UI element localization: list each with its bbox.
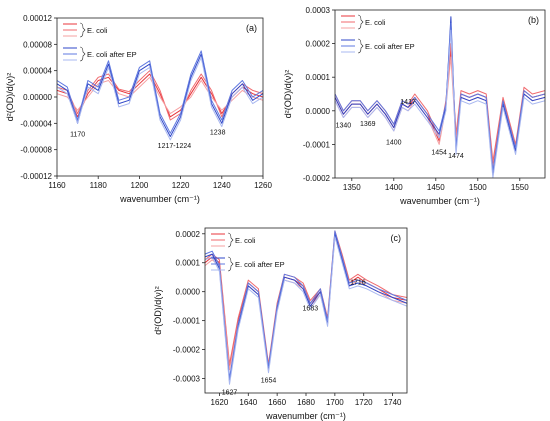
legend-brace [227, 232, 234, 248]
legend-label: E. coli [235, 236, 256, 245]
y-tick-label: 0.0002 [306, 40, 331, 49]
peak-annotation: 1716 [350, 279, 366, 286]
y-tick-label: -0.00008 [20, 146, 52, 155]
series-line-5 [57, 50, 263, 134]
chart-panel-2: 1350 1400 1450 1500 1550 -0.0002 -0.0001 0.0000… [283, 6, 546, 206]
legend-brace [79, 22, 86, 38]
x-tick-label: 1640 [239, 398, 257, 407]
y-tick-label: -0.0003 [173, 375, 201, 384]
peak-annotation: 1340 [336, 123, 352, 130]
series-line-5 [205, 230, 407, 379]
x-tick-label: 1220 [172, 181, 190, 190]
y-tick-label: 0.0000 [306, 107, 331, 116]
peak-annotation: 1400 [386, 139, 402, 146]
panel-label: (c) [391, 233, 402, 243]
x-axis-label: wavenumber (cm⁻¹) [399, 196, 480, 206]
x-tick-label: 1180 [90, 181, 108, 190]
x-tick-label: 1620 [211, 398, 229, 407]
chart-panel-1: 1160 1180 1200 1220 1240 1260 -0.00012 -0.00008… [5, 14, 272, 204]
x-axis-label: wavenumber (cm⁻¹) [265, 411, 346, 421]
series-line-6 [57, 57, 263, 141]
legend-label: E. coli [365, 18, 386, 27]
panel-label: (a) [246, 23, 257, 33]
chart-panel-3: 1620 1640 1660 1680 1700 1720 1740 -0.0003 -0.00… [153, 227, 408, 421]
y-axis-label: d²(OD)/d(ν)² [283, 70, 293, 119]
legend-brace [227, 256, 234, 272]
series-line-6 [335, 29, 545, 178]
y-tick-label: 0.00012 [23, 14, 52, 23]
legend: E. coli E. coli after EP [341, 14, 415, 54]
x-tick-label: 1680 [297, 398, 315, 407]
y-axis-label: d²(OD)/d(ν)² [153, 286, 163, 335]
x-tick-label: 1260 [254, 181, 272, 190]
peak-annotation: 1417 [400, 99, 416, 106]
x-tick-label: 1550 [511, 183, 529, 192]
x-tick-label: 1740 [384, 398, 402, 407]
y-tick-label: 0.0001 [306, 73, 331, 82]
x-tick-label: 1400 [385, 183, 403, 192]
x-tick-label: 1160 [48, 181, 66, 190]
peak-annotation: 1238 [210, 130, 226, 137]
x-axis-label: wavenumber (cm⁻¹) [119, 194, 200, 204]
y-tick-label: 0.00000 [23, 93, 52, 102]
series-line-2 [205, 230, 407, 365]
legend-brace [357, 14, 364, 30]
series-line-4 [57, 53, 263, 137]
peak-annotation: 1627 [222, 389, 238, 396]
y-tick-label: -0.0002 [173, 346, 201, 355]
y-tick-label: 0.00008 [23, 40, 52, 49]
x-tick-label: 1240 [213, 181, 231, 190]
series-line-3 [57, 76, 263, 114]
y-tick-label: 0.0000 [176, 288, 201, 297]
series-line-5 [335, 22, 545, 172]
series-group [205, 230, 407, 385]
y-tick-label: -0.0001 [173, 317, 201, 326]
series-line-6 [205, 236, 407, 385]
y-tick-label: -0.0001 [303, 140, 331, 149]
legend-brace [357, 38, 364, 54]
series-group [57, 50, 263, 141]
x-tick-label: 1500 [469, 183, 487, 192]
y-axis-label: d²(OD)/d(ν)² [5, 73, 15, 122]
peak-annotation: 1654 [261, 378, 277, 385]
legend-label: E. coli [87, 26, 108, 35]
y-tick-label: -0.0002 [303, 174, 331, 183]
peak-annotation: 1170 [70, 132, 85, 139]
y-tick-label: -0.00012 [20, 172, 52, 181]
x-tick-label: 1450 [427, 183, 445, 192]
legend-label: E. coli after EP [235, 260, 285, 269]
y-tick-label: 0.00004 [23, 67, 52, 76]
plot-frame [334, 9, 546, 179]
legend-label: E. coli after EP [87, 50, 137, 59]
peak-annotation: 1454 [431, 149, 447, 156]
y-tick-label: -0.00004 [20, 119, 52, 128]
x-tick-label: 1720 [355, 398, 373, 407]
legend: E. coli E. coli after EP [63, 22, 137, 62]
legend: E. coli E. coli after EP [211, 232, 285, 272]
panel-label: (b) [528, 15, 539, 25]
y-tick-label: 0.0002 [176, 230, 201, 239]
legend-brace [79, 46, 86, 62]
peak-annotation: 1217-1224 [158, 143, 192, 150]
y-tick-label: 0.0001 [176, 259, 201, 268]
x-tick-label: 1350 [343, 183, 361, 192]
x-tick-label: 1200 [131, 181, 149, 190]
x-tick-label: 1700 [326, 398, 344, 407]
peak-annotation: 1474 [448, 153, 464, 160]
peak-annotation: 1369 [360, 121, 376, 128]
peak-annotation: 1683 [303, 305, 319, 312]
legend-label: E. coli after EP [365, 42, 415, 51]
x-tick-label: 1660 [268, 398, 286, 407]
series-group [335, 16, 545, 178]
y-tick-label: 0.0003 [306, 6, 331, 15]
